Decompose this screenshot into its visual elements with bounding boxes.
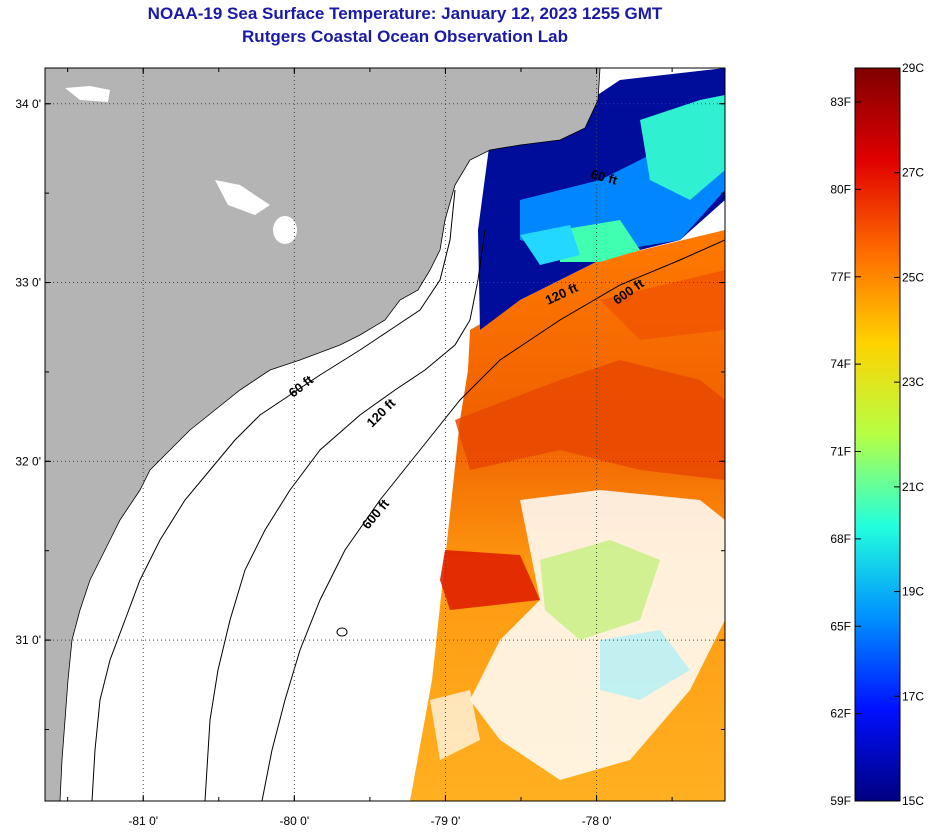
lake bbox=[215, 180, 270, 215]
map-subtitle: Rutgers Coastal Ocean Observation Lab bbox=[242, 27, 568, 46]
lake bbox=[65, 86, 110, 102]
celsius-label: 17C bbox=[902, 689, 924, 703]
celsius-label: 25C bbox=[902, 270, 924, 284]
contour-60ft-line bbox=[91, 189, 456, 801]
lat-tick-label: 34 0' bbox=[15, 97, 41, 111]
celsius-label: 19C bbox=[902, 585, 924, 599]
lon-tick-label: -79 0' bbox=[431, 814, 461, 828]
lon-tick-label: -78 0' bbox=[582, 814, 612, 828]
axis-ticks: -81 0' -80 0' -79 0' -78 0' 34 0' 33 0' 32 0' 3… bbox=[15, 68, 725, 828]
celsius-label: 27C bbox=[902, 166, 924, 180]
colorbar-gradient bbox=[854, 67, 901, 802]
graticule bbox=[45, 68, 725, 801]
map-title: NOAA-19 Sea Surface Temperature: January… bbox=[147, 4, 663, 23]
contour-600ft-line bbox=[261, 239, 725, 801]
contour-label: 60 ft bbox=[589, 166, 619, 188]
lat-tick-label: 32 0' bbox=[15, 454, 41, 468]
fahrenheit-label: 68F bbox=[830, 532, 851, 546]
celsius-label: 15C bbox=[902, 794, 924, 808]
map-frame bbox=[44, 67, 726, 802]
celsius-label: 23C bbox=[902, 375, 924, 389]
fahrenheit-label: 59F bbox=[830, 794, 851, 808]
lat-tick-label: 31 0' bbox=[15, 633, 41, 647]
lake bbox=[273, 216, 297, 244]
fahrenheit-label: 62F bbox=[830, 707, 851, 721]
lon-tick-label: -80 0' bbox=[280, 814, 310, 828]
lon-tick-label: -81 0' bbox=[128, 814, 158, 828]
fahrenheit-label: 71F bbox=[830, 445, 851, 459]
fahrenheit-labels: 83F 80F 77F 74F 71F 68F 65F 62F 59F bbox=[830, 95, 861, 808]
contour-120ft-line bbox=[204, 229, 486, 801]
fahrenheit-label: 77F bbox=[830, 270, 851, 284]
land-mass bbox=[45, 68, 601, 801]
celsius-label: 29C bbox=[902, 61, 924, 75]
fahrenheit-label: 83F bbox=[830, 95, 851, 109]
fahrenheit-label: 80F bbox=[830, 182, 851, 196]
lat-tick-label: 33 0' bbox=[15, 276, 41, 290]
celsius-label: 21C bbox=[902, 480, 924, 494]
fahrenheit-label: 74F bbox=[830, 357, 851, 371]
fahrenheit-label: 65F bbox=[830, 619, 851, 633]
celsius-labels: 29C 27C 25C 23C 21C 19C 17C 15C bbox=[894, 61, 924, 808]
